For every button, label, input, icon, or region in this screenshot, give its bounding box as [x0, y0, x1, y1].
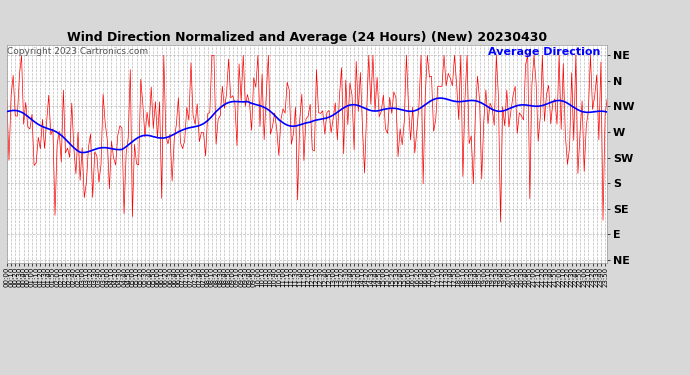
Text: Average Direction: Average Direction: [488, 47, 600, 57]
Title: Wind Direction Normalized and Average (24 Hours) (New) 20230430: Wind Direction Normalized and Average (2…: [67, 31, 547, 44]
Text: Copyright 2023 Cartronics.com: Copyright 2023 Cartronics.com: [7, 47, 148, 56]
